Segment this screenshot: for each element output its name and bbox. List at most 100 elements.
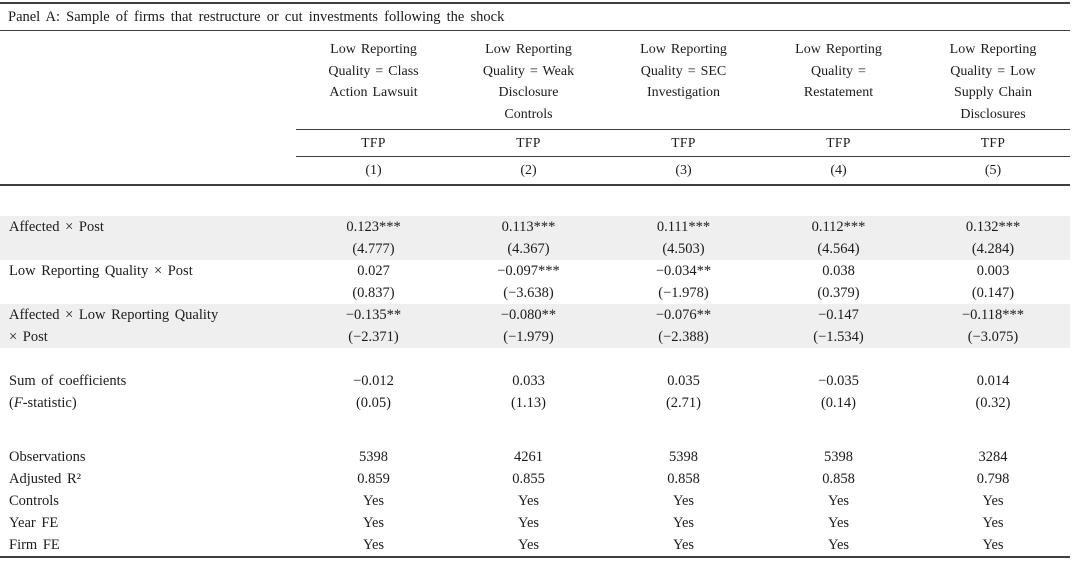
stat-cell: 0.858 xyxy=(822,471,855,487)
fstatistic-row: (F-statistic) (0.05) (1.13) (2.71) (0.14… xyxy=(0,392,1070,414)
coef-cell: 0.038 xyxy=(822,263,855,279)
dependent-variable-row: TFP TFP TFP TFP TFP xyxy=(0,129,1070,157)
sum-cell: −0.035 xyxy=(818,373,859,389)
stat-cell: Yes xyxy=(982,493,1004,509)
controls-row: Controls Yes Yes Yes Yes Yes xyxy=(0,490,1070,512)
coef-row-affected-post: Affected × Post 0.123*** 0.113*** 0.111*… xyxy=(0,216,1070,238)
stat-cell: Yes xyxy=(517,493,540,509)
row-label: Affected × Low Reporting Quality xyxy=(0,304,296,326)
fstat-cell: (0.14) xyxy=(820,395,857,411)
depvar-label-spacer xyxy=(0,130,296,157)
stat-cell: Yes xyxy=(761,534,916,558)
row-label: Low Reporting Quality × Post xyxy=(9,263,193,279)
tstat-cell: (−3.075) xyxy=(916,326,1070,348)
fstat-label-open: ( xyxy=(9,395,14,411)
stat-cell: 3284 xyxy=(978,449,1008,465)
coef-cell: 0.111*** xyxy=(606,216,761,238)
coef-cell: 0.123*** xyxy=(296,216,451,238)
tstat-cell: (−1.979) xyxy=(451,326,606,348)
row-label: Observations xyxy=(9,449,86,465)
stat-cell: Yes xyxy=(362,515,385,531)
stat-cell: 4261 xyxy=(514,449,543,465)
row-label: Sum of coefficients xyxy=(9,373,127,389)
column-header-row: Low Reporting Quality = Class Action Law… xyxy=(0,31,1070,130)
coef-cell: 0.113*** xyxy=(451,216,606,238)
fstat-cell: (2.71) xyxy=(665,395,702,411)
tstat-cell: (−1.534) xyxy=(761,326,916,348)
spacer-row xyxy=(0,185,1070,216)
row-label: Adjusted R² xyxy=(9,471,82,487)
stat-cell: 0.859 xyxy=(357,471,390,487)
stat-cell: Yes xyxy=(362,493,385,509)
stat-cell: 0.798 xyxy=(976,471,1010,487)
tstat-cell: (4.367) xyxy=(451,238,606,260)
tstat-cell: (4.284) xyxy=(916,238,1070,260)
coef-cell: −0.097*** xyxy=(497,263,560,279)
coef-cell: −0.034** xyxy=(655,263,712,279)
row-label-cont xyxy=(0,282,296,304)
fstat-label-f: F xyxy=(13,395,23,411)
column-header-5: Low Reporting Quality = Low Supply Chain… xyxy=(916,31,1070,130)
sum-cell: −0.012 xyxy=(353,373,394,389)
row-label: Affected × Post xyxy=(0,216,296,238)
sum-cell: 0.035 xyxy=(667,373,700,389)
year-fe-row: Year FE Yes Yes Yes Yes Yes xyxy=(0,512,1070,534)
row-label-cont: × Post xyxy=(0,326,296,348)
fstat-label-rest: -statistic) xyxy=(22,395,77,411)
coef-cell: −0.076** xyxy=(606,304,761,326)
tstat-row-affected-post: (4.777) (4.367) (4.503) (4.564) (4.284) xyxy=(0,238,1070,260)
tstat-cell: (0.147) xyxy=(971,285,1015,301)
tstat-cell: (−2.371) xyxy=(296,326,451,348)
tstat-cell: (4.503) xyxy=(606,238,761,260)
column-header-4: Low Reporting Quality = Restatement xyxy=(761,31,916,130)
coef-cell: −0.118*** xyxy=(916,304,1070,326)
coef-cell: 0.112*** xyxy=(761,216,916,238)
panel-title-rule xyxy=(0,30,1070,31)
sum-cell: 0.014 xyxy=(976,373,1010,389)
fstat-cell: (0.32) xyxy=(975,395,1011,411)
tstat-row-triple-interaction: × Post (−2.371) (−1.979) (−2.388) (−1.53… xyxy=(0,326,1070,348)
header-label-spacer xyxy=(0,31,296,130)
depvar-cell-1: TFP xyxy=(296,129,451,157)
column-header-1: Low Reporting Quality = Class Action Law… xyxy=(296,31,451,130)
stat-cell: Yes xyxy=(517,515,540,531)
column-number-row: (1) (2) (3) (4) (5) xyxy=(0,156,1070,186)
column-number-5: (5) xyxy=(916,156,1070,186)
coef-cell: 0.132*** xyxy=(916,216,1070,238)
row-label: Firm FE xyxy=(0,534,296,558)
column-number-4: (4) xyxy=(761,156,916,186)
spacer-row xyxy=(0,348,1070,370)
stat-cell: Yes xyxy=(827,515,850,531)
tstat-cell: (0.379) xyxy=(817,285,860,301)
column-number-3: (3) xyxy=(606,156,761,186)
tstat-cell: (−3.638) xyxy=(503,285,554,301)
tstat-cell: (4.777) xyxy=(296,238,451,260)
tstat-row-lrq-post: (0.837) (−3.638) (−1.978) (0.379) (0.147… xyxy=(0,282,1070,304)
coef-cell: 0.003 xyxy=(976,263,1010,279)
sum-coefficients-row: Sum of coefficients −0.012 0.033 0.035 −… xyxy=(0,370,1070,392)
stat-cell: Yes xyxy=(606,534,761,558)
fstat-cell: (0.05) xyxy=(355,395,392,411)
coef-cell: −0.147 xyxy=(761,304,916,326)
stat-cell: Yes xyxy=(982,515,1004,531)
coef-cell: −0.080** xyxy=(451,304,606,326)
stat-cell: 5398 xyxy=(669,449,698,465)
panel-title: Panel A: Sample of firms that restructur… xyxy=(8,9,505,25)
sum-cell: 0.033 xyxy=(512,373,545,389)
stat-cell: Yes xyxy=(296,534,451,558)
stat-cell: Yes xyxy=(827,493,850,509)
depvar-cell-3: TFP xyxy=(606,129,761,157)
depvar-cell-2: TFP xyxy=(451,129,606,157)
row-label: Controls xyxy=(9,493,59,509)
coef-cell: 0.027 xyxy=(357,263,390,279)
stat-cell: 0.858 xyxy=(667,471,700,487)
top-rule xyxy=(0,2,1070,4)
tstat-cell: (−2.388) xyxy=(606,326,761,348)
row-label-fstatistic: (F-statistic) xyxy=(0,392,296,414)
firm-fe-row: Firm FE Yes Yes Yes Yes Yes xyxy=(0,534,1070,558)
stat-cell: 0.855 xyxy=(512,471,545,487)
stat-cell: Yes xyxy=(672,493,695,509)
observations-row: Observations 5398 4261 5398 5398 3284 xyxy=(0,446,1070,468)
spacer-row xyxy=(0,414,1070,446)
